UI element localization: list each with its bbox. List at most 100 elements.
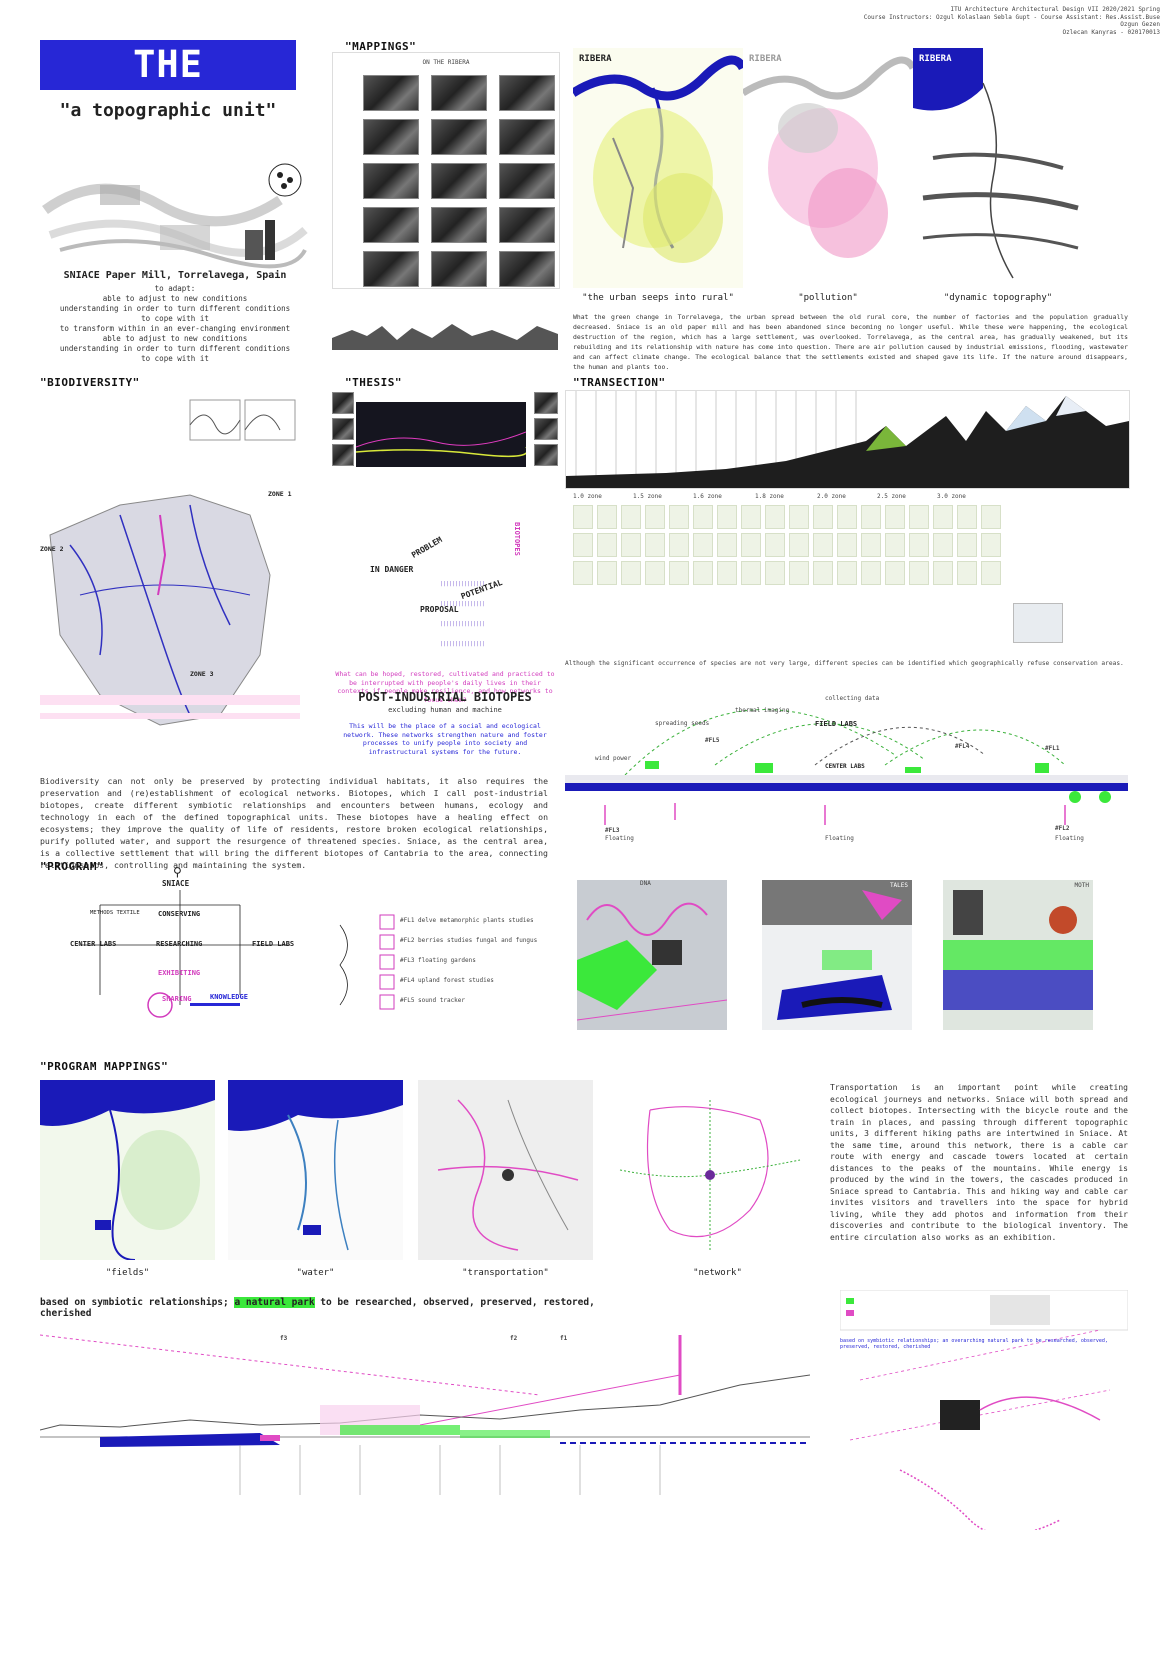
intro-heading: SNIACE Paper Mill, Torrelavega, Spain [63,270,287,281]
thesis-photo [534,444,558,466]
program-node: KNOWLEDGE [210,993,248,1001]
section-statement: based on symbiotic relationships; a natu… [40,1297,600,1319]
intro-line: understanding in order to turn different… [59,344,291,353]
map-photo [431,162,487,199]
map-photo [363,206,419,243]
plant-illustration [885,533,905,557]
map-photo [363,74,419,111]
plant-illustration [981,561,1001,585]
plant-illustration [573,561,593,585]
intro-line: to cope with it [141,354,209,363]
ribera-text: What the green change in Torrelavega, th… [573,313,1128,371]
collage-label: DNA [640,880,651,887]
program-mappings-text: Transportation is an important point whi… [830,1083,1128,1242]
section-site-plan: based on symbiotic relationships; an ove… [839,1289,1129,1536]
plant-illustration [885,505,905,529]
long-section: f3 f2 f1 [39,1315,811,1525]
plant-illustration [693,505,713,529]
zone-label: 2.5 zone [877,493,906,500]
diagram-label: #FL1 [1045,745,1060,752]
course-line-2: Course Instructors: Ozgul Kolaslaan Sebl… [863,13,1160,29]
plant-illustration [957,561,977,585]
ribera-caption: "the urban seeps into rural" [582,293,734,303]
plant-illustration [669,533,689,557]
page-title: THE BIOTOPE [86,43,250,136]
collage-label: TALES [889,882,908,889]
plant-illustration [981,533,1001,557]
plant-illustration [597,533,617,557]
section-label: f1 [560,1335,568,1342]
program-node: RESEARCHING [156,940,203,948]
program-mappings-label: "PROGRAM MAPPINGS" [40,1060,169,1073]
plant-illustration [789,533,809,557]
program-item: #FL1 delve metamorphic plants studies [400,917,534,924]
zone-label: ZONE 2 [40,545,64,553]
plant-illustration [813,561,833,585]
statement-post: to be researched, observed, preserved, r… [40,1297,595,1319]
zone-label: 1.5 zone [633,493,662,500]
diagram-label: spreading seeds [655,720,710,727]
plant-illustration [909,561,929,585]
zone-label: 3.0 zone [937,493,966,500]
program-item: #FL3 floating gardens [400,957,476,964]
program-label: "PROGRAM" [40,860,105,873]
zone-label: ZONE 3 [190,670,214,678]
plant-illustration [861,505,881,529]
mappings-label: "MAPPINGS" [345,40,417,53]
map-photo [431,118,487,155]
program-map [228,1080,403,1260]
plant-illustration [621,505,641,529]
map-photo [499,250,555,287]
intro-line: able to adjust to new conditions [102,294,248,303]
biodiversity-label: "BIODIVERSITY" [40,376,140,389]
program-item: #FL4 upland forest studies [400,977,494,984]
program-map-caption: "transportation" [462,1268,549,1278]
thesis-word-diagram: ||||||||||||||| ||||||||||||||| |||||||||… [340,522,550,665]
plant-illustration [645,561,665,585]
diagram-label: collecting data [825,695,880,702]
program-node: CONSERVING [158,910,201,918]
plant-illustration [765,561,785,585]
program-node: FIELD LABS [252,940,295,948]
zone-label: 1.6 zone [693,493,722,500]
diagram-label: Floating [825,835,854,842]
sketch-illustration [42,163,308,269]
program-node: EXHIBITING [158,969,201,977]
map-photo [431,250,487,287]
plant-inventory: 1.0 zone 1.5 zone 1.6 zone 1.8 zone 2.0 … [565,493,1128,648]
program-map-caption: "fields" [105,1268,150,1278]
plant-illustration [861,533,881,557]
plant-illustration [669,505,689,529]
thesis-photo-strip [332,392,558,487]
thesis-word: IN DANGER [370,565,414,574]
program-collage [577,880,727,1030]
thesis-photo [332,392,354,414]
svg-text:|||||||||||||||: ||||||||||||||| [440,601,485,607]
mappings-board: ON THE RIBERA [332,52,560,289]
svg-text:|||||||||||||||: ||||||||||||||| [440,641,485,647]
diagram-label: #FL2 [1055,825,1070,832]
ribera-label: RIBERA [919,54,952,64]
intro-text: SNIACE Paper Mill, Torrelavega, Spain to… [40,270,310,364]
mappings-sublabel: ON THE RIBERA [422,59,470,66]
intro-line: to cope with it [141,314,209,323]
ribera-map-panel: RIBERA [913,48,1083,288]
thesis-photo [332,444,354,466]
diagram-label: #FL3 [605,827,620,834]
location-pin-icon: ⚲ [173,865,182,879]
plant-illustration [645,533,665,557]
thesis-pink-note: What can be hoped, restored, cultivated … [335,670,555,704]
map-photo [499,206,555,243]
thesis-blue-note: This will be the place of a social and e… [343,722,547,756]
svg-text:|||||||||||||||: ||||||||||||||| [440,621,485,627]
plant-illustration [909,533,929,557]
program-item: #FL5 sound tracker [400,997,466,1004]
plant-illustration [693,533,713,557]
plant-grid [573,505,1003,585]
thesis-heading: POST-INDUSTRIAL BIOTOPES [358,690,532,704]
thesis-photo [534,418,558,440]
section-side-caption: based on symbiotic relationships; an ove… [840,1338,1108,1350]
thesis-subheading: excluding human and machine [388,706,502,714]
plant-illustration [813,533,833,557]
plant-illustration [933,533,953,557]
